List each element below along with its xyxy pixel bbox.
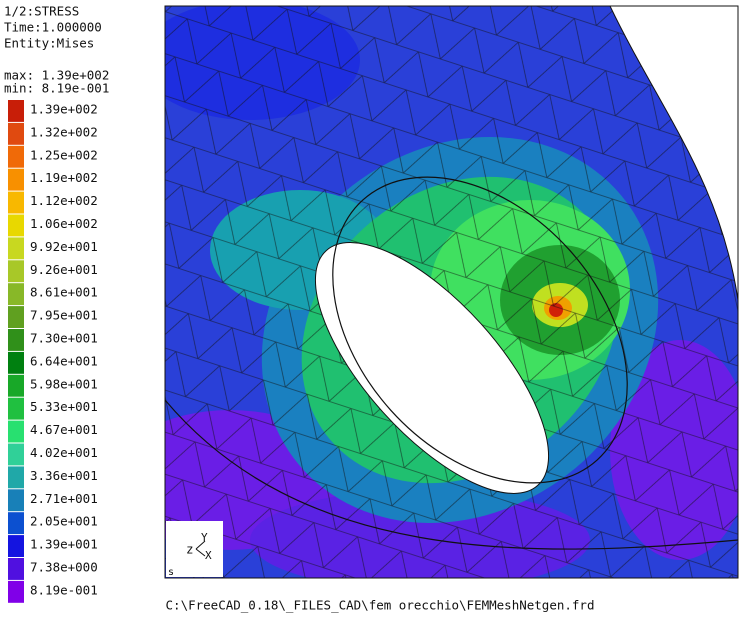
model-view — [165, 6, 738, 578]
legend-swatch — [8, 466, 24, 489]
legend-swatch — [8, 214, 24, 237]
legend-label: 4.02e+001 — [30, 445, 98, 460]
legend-label: 9.92e+001 — [30, 239, 98, 254]
header-line: 1/2:STRESS — [4, 4, 79, 19]
axis-x: X — [205, 549, 212, 562]
legend-swatch — [8, 329, 24, 351]
legend-swatch — [8, 580, 24, 603]
legend-label: 1.25e+002 — [30, 147, 98, 162]
legend-label: 2.71e+001 — [30, 491, 98, 506]
min-label: min: 8.19e-001 — [4, 81, 109, 96]
axis-z: z — [186, 542, 194, 557]
legend-label: 1.06e+002 — [30, 216, 98, 231]
legend-swatch — [8, 306, 24, 328]
legend-swatch — [8, 443, 24, 466]
legend-label: 7.30e+001 — [30, 331, 98, 346]
legend-label: 5.98e+001 — [30, 376, 98, 391]
legend-label: 8.61e+001 — [30, 285, 98, 300]
legend-label: 7.38e+000 — [30, 560, 98, 575]
legend-label: 7.95e+001 — [30, 308, 98, 323]
legend-swatch — [8, 145, 24, 168]
legend-label: 2.05e+001 — [30, 514, 98, 529]
legend-swatch — [8, 237, 24, 260]
header-line: Time:1.000000 — [4, 20, 102, 35]
legend-swatch — [8, 351, 24, 374]
axis-triad: z Y X s — [166, 521, 223, 578]
legend-label: 1.39e+002 — [30, 102, 98, 117]
legend-label: 5.33e+001 — [30, 399, 98, 414]
legend-swatch — [8, 512, 24, 535]
legend-label: 1.12e+002 — [30, 193, 98, 208]
legend-swatch — [8, 420, 24, 443]
legend-swatch — [8, 489, 24, 512]
legend-swatch — [8, 397, 24, 420]
axis-y: Y — [201, 531, 208, 544]
corner-label: s — [168, 567, 174, 578]
viewport-frame — [164, 5, 739, 579]
legend: 1.39e+002 1.32e+002 1.25e+002 1.19e+002 1.12… — [8, 100, 98, 603]
header: 1/2:STRESS Time:1.000000 Entity:Mises ma… — [4, 4, 109, 96]
legend-swatch — [8, 100, 24, 122]
file-path: C:\FreeCAD_0.18\_FILES_CAD\fem orecchio\… — [166, 598, 595, 613]
legend-swatch — [8, 191, 24, 214]
header-line: Entity:Mises — [4, 36, 94, 51]
legend-swatch — [8, 535, 24, 557]
legend-label: 6.64e+001 — [30, 353, 98, 368]
legend-swatch — [8, 374, 24, 397]
max-label: max: 1.39e+002 — [4, 68, 109, 83]
legend-swatch — [8, 260, 24, 283]
legend-swatch — [8, 283, 24, 306]
legend-swatch — [8, 168, 24, 191]
legend-label: 9.26e+001 — [30, 262, 98, 277]
legend-label: 8.19e-001 — [30, 582, 98, 597]
legend-label: 1.19e+002 — [30, 170, 98, 185]
legend-swatch — [8, 122, 24, 145]
legend-label: 3.36e+001 — [30, 468, 98, 483]
legend-label: 1.39e+001 — [30, 537, 98, 552]
legend-label: 4.67e+001 — [30, 422, 98, 437]
legend-swatch — [8, 558, 24, 580]
legend-label: 1.32e+002 — [30, 124, 98, 139]
